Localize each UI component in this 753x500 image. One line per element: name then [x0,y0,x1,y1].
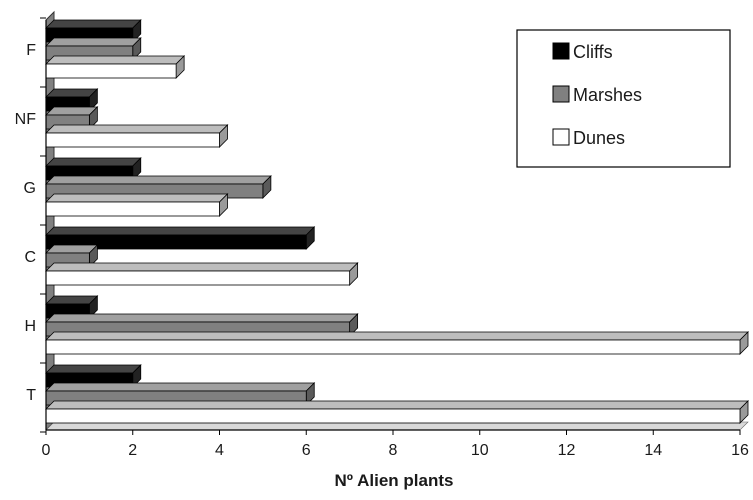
bar-top-face [45,37,142,47]
bar-top-face [45,313,359,323]
x-tick-label: 8 [389,442,398,459]
bar-front-face [45,201,220,217]
y-category-label: F [26,42,36,59]
bar [45,331,749,355]
bar [45,193,229,217]
bar-front-face [45,132,220,148]
bar-top-face [45,175,272,185]
legend-swatch [552,128,570,146]
bar-front-face [45,270,351,286]
y-category-label: T [26,387,36,404]
bar-top-face [45,262,359,272]
y-category-label: G [24,180,36,197]
bar-top-face [45,364,142,374]
legend: Cliffs Marshes Dunes [516,29,731,168]
x-tick-label: 6 [302,442,311,459]
x-tick-label: 10 [471,442,489,459]
bar [45,400,749,424]
axes: 0 2 4 6 8 10 12 14 16 F NF G C H T [15,17,749,459]
bar-front-face [45,408,741,424]
bar-top-face [45,244,99,254]
bar-top-face [45,400,749,410]
bar-top-face [45,106,99,116]
legend-label: Marshes [573,85,642,105]
legend-item: Cliffs [552,42,613,62]
legend-swatch [552,85,570,103]
y-category-label: H [24,318,36,335]
x-axis-title: Nº Alien plants [335,471,454,490]
y-category-label: NF [15,111,37,128]
x-tick-label: 16 [731,442,749,459]
x-tick-label: 2 [128,442,137,459]
bar-top-face [45,295,99,305]
y-category-label: C [24,249,36,266]
bar [45,226,316,250]
bar-front-face [45,339,741,355]
legend-swatch [552,42,570,60]
x-tick-label: 4 [215,442,224,459]
legend-item: Marshes [552,85,642,105]
legend-label: Cliffs [573,42,613,62]
x-tick-label: 12 [558,442,576,459]
bar-top-face [45,193,229,203]
bar-top-face [45,226,316,236]
bar-top-face [45,88,99,98]
bar-top-face [45,331,749,341]
bar-top-face [45,19,142,29]
bar-top-face [45,157,142,167]
bar [45,55,186,79]
x-tick-label: 0 [42,442,51,459]
bar-top-face [45,124,229,134]
legend-label: Dunes [573,128,625,148]
x-tick-label: 14 [644,442,662,459]
legend-item: Dunes [552,128,625,148]
bar-top-face [45,55,186,65]
bar-front-face [45,63,177,79]
bar [45,262,359,286]
bar-top-face [45,382,316,392]
bar [45,124,229,148]
